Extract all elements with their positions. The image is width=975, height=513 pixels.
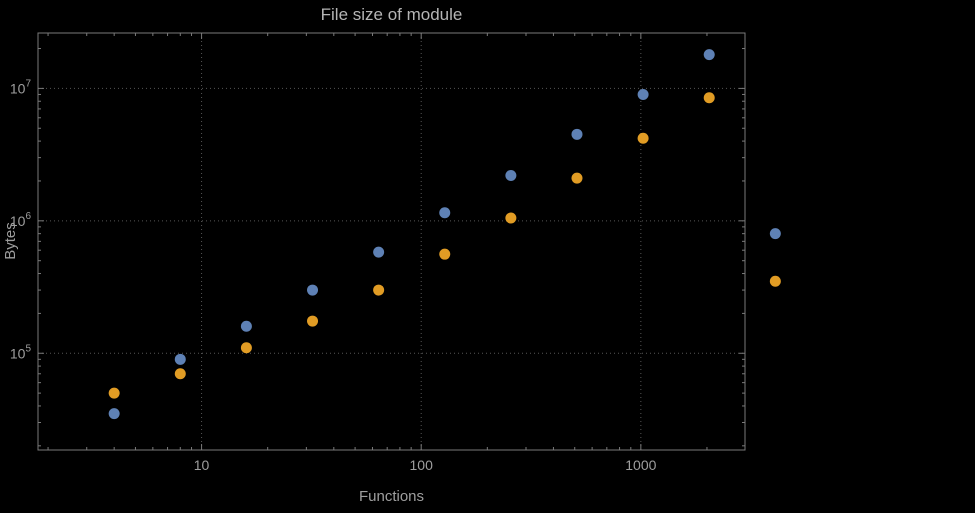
chart-title: File size of module xyxy=(320,5,463,24)
data-point-blue xyxy=(637,88,649,100)
data-point-blue xyxy=(703,49,715,61)
data-point-blue xyxy=(108,408,120,420)
data-point-orange xyxy=(769,275,781,287)
data-point-blue xyxy=(571,128,583,140)
x-tick-label: 100 xyxy=(410,457,434,473)
y-axis-label: Bytes xyxy=(2,222,19,260)
data-point-blue xyxy=(769,228,781,240)
data-point-blue xyxy=(240,320,252,332)
data-point-orange xyxy=(703,92,715,104)
data-point-blue xyxy=(505,169,517,181)
data-point-orange xyxy=(373,284,385,296)
data-point-orange xyxy=(174,368,186,380)
data-point-orange xyxy=(505,212,517,224)
x-tick-label: 10 xyxy=(194,457,210,473)
data-point-blue xyxy=(373,246,385,258)
x-tick-label: 1000 xyxy=(625,457,656,473)
data-point-blue xyxy=(307,284,319,296)
data-point-orange xyxy=(240,342,252,354)
x-axis-label: Functions xyxy=(358,488,425,505)
data-point-orange xyxy=(571,172,583,184)
y-tick-label: 105 xyxy=(10,343,32,361)
data-point-orange xyxy=(108,387,120,399)
data-point-orange xyxy=(307,315,319,327)
y-tick-label: 107 xyxy=(10,78,32,96)
data-point-blue xyxy=(439,207,451,219)
data-point-orange xyxy=(637,132,649,144)
data-point-orange xyxy=(439,248,451,260)
y-tick-label: 106 xyxy=(10,211,32,229)
data-point-blue xyxy=(174,353,186,365)
